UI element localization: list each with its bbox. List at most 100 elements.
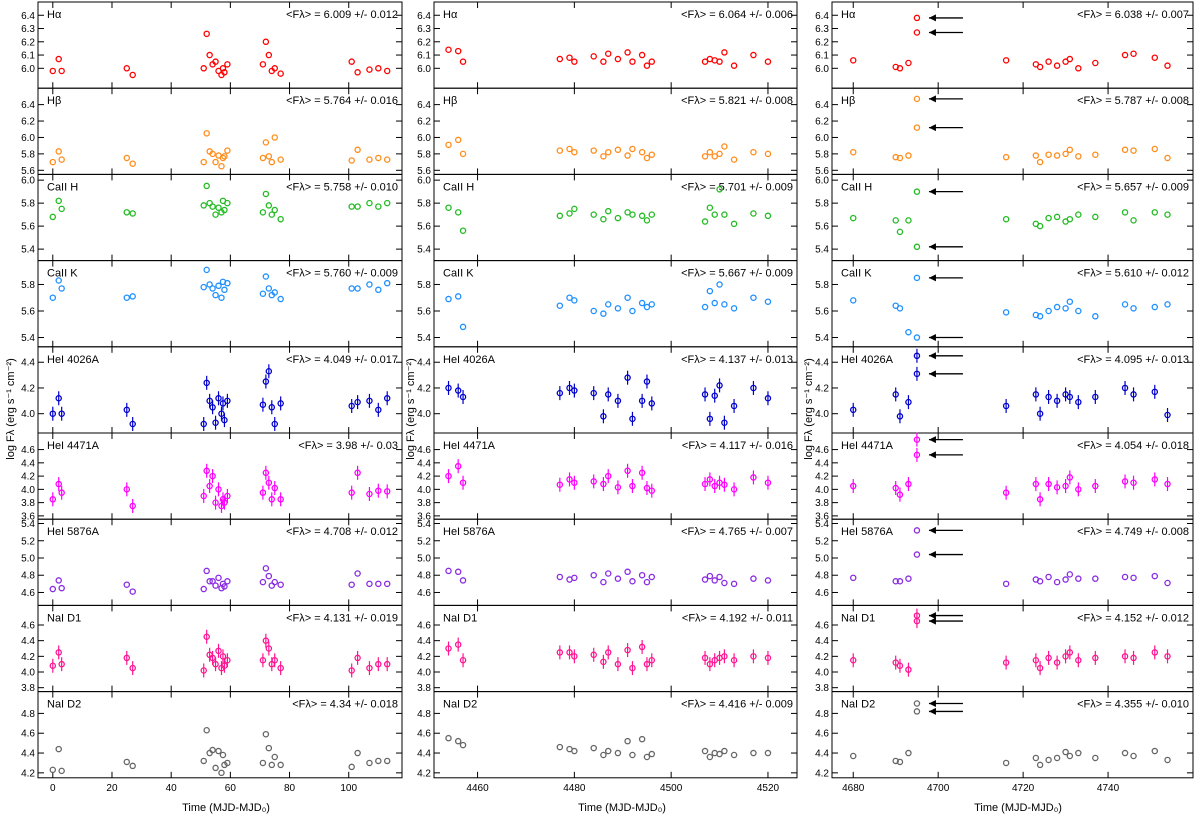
data-point xyxy=(1075,211,1082,218)
y-tick-label: 5.4 xyxy=(417,519,431,530)
data-point xyxy=(1130,305,1137,312)
line-name-label: NaI D1 xyxy=(443,612,477,624)
data-point xyxy=(123,758,131,766)
data-point xyxy=(348,763,355,771)
data-point xyxy=(224,397,231,405)
data-point xyxy=(348,285,355,292)
line-name-label: CaII H xyxy=(841,181,872,193)
data-point xyxy=(849,752,857,760)
data-point xyxy=(49,294,57,301)
y-tick-label: 4.8 xyxy=(21,571,35,582)
data-point xyxy=(1151,303,1159,311)
line-name-label: CaII K xyxy=(47,268,78,280)
panel-frame xyxy=(831,691,1194,779)
data-point xyxy=(212,419,219,426)
data-point xyxy=(730,486,738,493)
data-point xyxy=(913,243,921,251)
data-point xyxy=(129,762,136,770)
data-point xyxy=(556,649,564,656)
data-point xyxy=(277,70,284,77)
y-tick-label: 3.8 xyxy=(815,498,829,509)
data-point xyxy=(1164,480,1171,488)
data-point xyxy=(614,749,622,757)
mean-flux-label: <Fλ> = 5.821 +/- 0.008 xyxy=(681,95,793,107)
data-point xyxy=(459,150,467,158)
data-point xyxy=(224,199,231,207)
data-point xyxy=(913,451,921,459)
data-point xyxy=(129,420,136,428)
mean-flux-label: <Fλ> = 4.137 +/- 0.013 xyxy=(681,354,793,366)
data-point xyxy=(459,577,467,584)
data-point xyxy=(203,182,210,190)
data-point xyxy=(209,472,216,480)
flare-arrowhead xyxy=(928,699,936,707)
data-point xyxy=(271,753,278,761)
data-point xyxy=(764,298,772,305)
data-point xyxy=(701,480,709,488)
y-tick-label: 4.2 xyxy=(417,652,431,663)
mean-flux-label: <Fλ> = 5.787 +/- 0.008 xyxy=(1077,95,1189,107)
data-point xyxy=(271,484,278,492)
data-point xyxy=(200,757,207,765)
data-point xyxy=(849,57,857,64)
data-point xyxy=(600,578,607,586)
data-point xyxy=(224,657,231,664)
data-point xyxy=(721,579,728,587)
data-point xyxy=(459,323,467,331)
data-point xyxy=(764,150,772,158)
line-name-label: Hα xyxy=(443,9,458,21)
flare-arrowhead xyxy=(928,707,936,715)
y-tick-label: 4.0 xyxy=(21,485,35,496)
data-point xyxy=(1032,152,1040,159)
data-point xyxy=(648,301,656,308)
data-point xyxy=(614,575,622,582)
data-point xyxy=(730,657,738,664)
data-point xyxy=(1121,573,1129,581)
data-point xyxy=(383,67,391,75)
data-point xyxy=(892,153,899,161)
data-point xyxy=(1053,303,1061,311)
data-point xyxy=(706,572,714,580)
y-tick-label: 3.8 xyxy=(417,498,431,509)
y-tick-label: 5.4 xyxy=(417,245,431,256)
data-point xyxy=(454,136,462,144)
flare-arrowhead xyxy=(928,124,936,132)
line-name-label: HeI 4471A xyxy=(841,440,894,452)
data-point xyxy=(1045,756,1052,764)
data-point xyxy=(638,397,646,405)
data-point xyxy=(1053,213,1061,221)
data-point xyxy=(556,55,564,63)
data-point xyxy=(764,749,772,757)
data-point xyxy=(614,214,622,222)
data-point xyxy=(215,747,222,755)
data-point xyxy=(566,145,573,153)
data-point xyxy=(219,65,227,72)
y-tick-label: 4.4 xyxy=(815,358,829,369)
y-tick-label: 4.6 xyxy=(815,620,829,631)
y-tick-label: 6.2 xyxy=(21,117,35,128)
data-point xyxy=(209,285,216,292)
data-point xyxy=(366,281,373,288)
y-tick-label: 4.2 xyxy=(815,768,829,779)
data-point xyxy=(905,749,912,757)
data-point xyxy=(375,406,382,414)
data-point xyxy=(643,217,651,224)
data-point xyxy=(209,150,216,158)
data-point xyxy=(1151,476,1159,483)
data-point xyxy=(271,289,278,296)
data-point xyxy=(590,147,597,154)
data-point xyxy=(209,404,216,411)
y-tick-label: 4.4 xyxy=(21,458,35,469)
data-point xyxy=(750,653,757,660)
data-point xyxy=(265,202,273,209)
data-point xyxy=(1164,756,1171,764)
data-point xyxy=(764,577,772,584)
mean-flux-label: <Fλ> = 5.610 +/- 0.012 xyxy=(1077,268,1189,280)
data-point xyxy=(224,61,231,68)
data-point xyxy=(730,62,738,69)
y-tick-label: 4.8 xyxy=(815,571,829,582)
mean-flux-label: <Fλ> = 4.416 +/- 0.009 xyxy=(681,699,793,711)
data-point xyxy=(215,282,222,290)
data-point xyxy=(55,148,62,155)
data-point xyxy=(383,757,391,765)
